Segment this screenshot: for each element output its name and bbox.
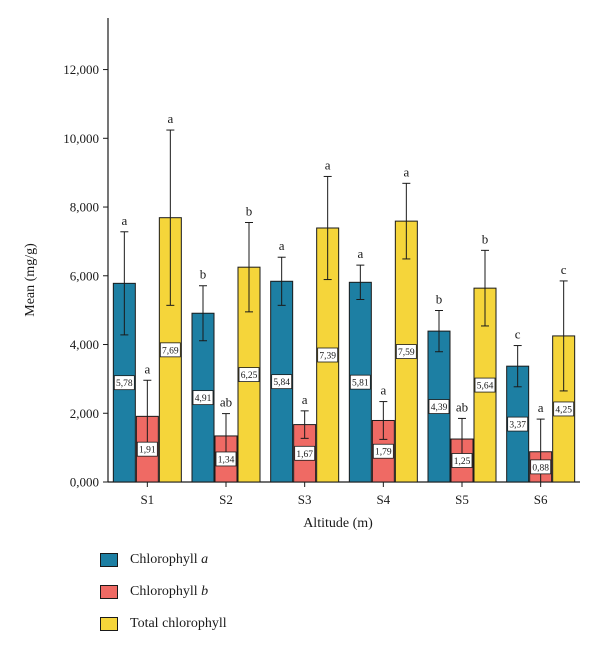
data-label: 6,25: [241, 371, 258, 381]
significance-letter: a: [167, 111, 173, 126]
significance-letter: ab: [456, 399, 468, 414]
y-tick-label: 4,000: [70, 337, 99, 352]
significance-letter: a: [302, 392, 308, 407]
x-tick-label: S1: [140, 492, 154, 507]
x-tick-label: S6: [534, 492, 548, 507]
data-label-box: [349, 374, 371, 390]
data-label: 5,84: [273, 378, 290, 388]
data-label-box: [428, 399, 450, 414]
data-label: 3,37: [509, 421, 526, 431]
data-label: 4,25: [555, 405, 572, 415]
legend-swatch: [100, 585, 118, 599]
data-label-box: [215, 451, 237, 467]
data-label-box: [238, 367, 260, 382]
data-label: 5,81: [352, 379, 369, 389]
y-tick-label: 0,000: [70, 475, 99, 490]
data-label: 1,34: [218, 455, 235, 465]
x-tick-label: S5: [455, 492, 469, 507]
significance-letter: b: [200, 267, 207, 282]
y-axis-label: Mean (mg/g): [23, 243, 38, 317]
data-label: 4,91: [195, 394, 212, 404]
x-tick-label: S2: [219, 492, 233, 507]
data-label: 4,39: [431, 403, 448, 413]
chart: 0,000 2,000 4,000 6,000 8,000 10,000 12,000 S1 a…: [23, 18, 580, 531]
significance-letter: a: [403, 164, 409, 179]
data-label-box: [136, 441, 158, 457]
data-label-box: [317, 347, 339, 363]
legend-label: Chlorophyll: [130, 584, 202, 599]
significance-letter: ab: [220, 395, 232, 410]
significance-letter: c: [515, 327, 521, 342]
y-tick-label: 2,000: [70, 406, 99, 421]
data-label-box: [395, 344, 417, 359]
x-tick-label: S4: [376, 492, 390, 507]
data-label: 1,91: [139, 446, 156, 456]
significance-letter: c: [561, 262, 567, 277]
data-label-box: [451, 453, 473, 468]
legend-label-italic: b: [201, 584, 209, 599]
y-tick-label: 8,000: [70, 200, 99, 215]
x-axis-label: Altitude (m): [303, 516, 373, 531]
data-label-box: [113, 375, 135, 391]
data-label-box: [271, 374, 293, 390]
legend: Chlorophyll a Chlorophyll b Total chloroph…: [100, 550, 227, 646]
data-label-box: [192, 390, 214, 406]
data-label: 1,79: [375, 448, 392, 458]
data-label-box: [474, 377, 496, 393]
significance-letter: a: [144, 361, 150, 376]
data-label: 5,64: [477, 382, 494, 392]
data-label-box: [530, 459, 552, 475]
data-label-box: [294, 445, 316, 461]
significance-letter: b: [246, 204, 253, 219]
significance-letter: b: [436, 291, 443, 306]
plot-area: 0,000 2,000 4,000 6,000 8,000 10,000 12,000 S1 a…: [63, 18, 580, 507]
legend-item: Chlorophyll b: [100, 582, 227, 602]
legend-label: Total chlorophyll: [130, 616, 227, 631]
data-label: 0,88: [532, 463, 549, 473]
significance-letter: a: [380, 383, 386, 398]
significance-letter: b: [482, 231, 489, 246]
legend-item: Total chlorophyll: [100, 614, 227, 634]
data-label-box: [553, 401, 575, 417]
significance-letter: a: [279, 238, 285, 253]
y-tick-label: 10,000: [63, 131, 99, 146]
legend-item: Chlorophyll a: [100, 550, 227, 570]
significance-letter: a: [357, 246, 363, 261]
data-label: 7,59: [398, 348, 415, 358]
x-tick-label: S3: [298, 492, 312, 507]
y-tick-label: 6,000: [70, 268, 99, 283]
data-label-box: [159, 342, 181, 358]
legend-swatch: [100, 553, 118, 567]
y-tick-label: 12,000: [63, 62, 99, 77]
data-label: 1,25: [454, 457, 471, 467]
significance-letter: a: [538, 400, 544, 415]
legend-label-italic: a: [201, 552, 209, 567]
legend-swatch: [100, 617, 118, 631]
significance-letter: a: [325, 157, 331, 172]
data-label-box: [507, 416, 529, 432]
legend-label: Chlorophyll: [130, 552, 202, 567]
data-label-box: [372, 443, 394, 459]
data-label: 5,78: [116, 379, 133, 389]
data-label: 1,67: [296, 450, 313, 460]
significance-letter: a: [121, 213, 127, 228]
data-label: 7,69: [162, 346, 179, 356]
data-label: 7,39: [319, 352, 336, 362]
